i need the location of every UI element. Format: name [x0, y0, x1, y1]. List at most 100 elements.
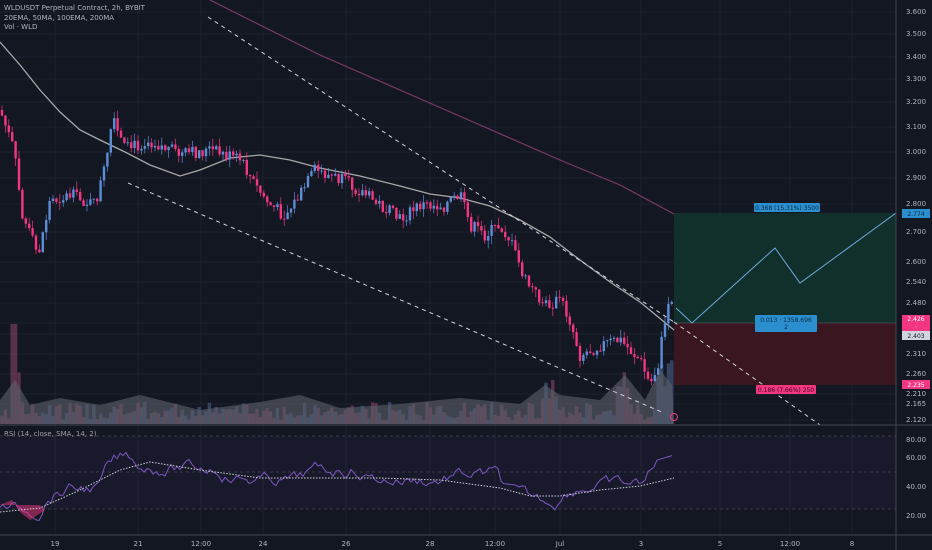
- candle-body: [429, 202, 432, 209]
- stop-price-tag: [902, 380, 930, 389]
- candle-body: [371, 191, 374, 200]
- candle-body: [289, 208, 293, 213]
- upper-trend-line-extension[interactable]: [673, 321, 821, 426]
- candle-body: [521, 262, 524, 277]
- time-tick: 21: [134, 540, 143, 548]
- candle-body: [368, 191, 371, 196]
- candle-body: [276, 204, 279, 208]
- candle-body: [449, 197, 452, 202]
- price-tick: 2.210: [906, 390, 926, 398]
- candle-body: [17, 158, 21, 190]
- candle-body: [568, 316, 571, 325]
- candle-body: [41, 232, 44, 253]
- current-price: 2.426: [907, 316, 924, 323]
- candle-body: [575, 332, 578, 346]
- alert-marker-icon[interactable]: [670, 413, 678, 421]
- candle-body: [150, 142, 153, 148]
- candle-body: [374, 199, 378, 204]
- volume-bar: [10, 324, 14, 424]
- candle-body: [347, 176, 350, 178]
- candle-body: [143, 146, 146, 149]
- price-tick: 3.100: [906, 123, 926, 131]
- candle-body: [626, 343, 629, 348]
- candle-body: [466, 202, 469, 218]
- candle-body: [194, 146, 197, 158]
- price-tick: 3.300: [906, 75, 926, 83]
- candle-body: [381, 200, 384, 212]
- candle-body: [446, 201, 449, 212]
- candle-body: [92, 198, 95, 200]
- candle-body: [147, 142, 150, 147]
- entry-price: 2.403: [907, 333, 924, 340]
- candle-body: [323, 170, 327, 178]
- price-tick: 2.120: [906, 416, 926, 424]
- lower-trend-line[interactable]: [127, 182, 665, 414]
- current-price-tag: [902, 315, 930, 331]
- price-tick: 3.000: [906, 148, 926, 156]
- time-tick: 8: [850, 540, 854, 548]
- price-tick: 3.600: [906, 8, 926, 16]
- target-label-box: [754, 203, 820, 212]
- candle-body: [405, 220, 408, 222]
- candle-body: [266, 196, 269, 203]
- candle-body: [45, 219, 48, 233]
- price-tick: 2.310: [906, 350, 926, 358]
- time-tick: Jul: [555, 540, 565, 548]
- candle-body: [24, 218, 27, 224]
- candle-body: [269, 202, 272, 206]
- candle-body: [459, 192, 463, 200]
- candle-body: [174, 144, 177, 149]
- candle-body: [395, 207, 398, 219]
- candle-body: [670, 302, 673, 304]
- candle-body: [636, 356, 639, 359]
- candle-body: [612, 337, 616, 339]
- price-tick: 3.400: [906, 53, 926, 61]
- price-tick: 2.165: [906, 400, 926, 408]
- upper-trend-line[interactable]: [207, 16, 675, 323]
- rsi-tick: 60.00: [906, 454, 926, 462]
- target-price-tag: [902, 209, 930, 218]
- candle-body: [58, 201, 61, 203]
- candle-body: [153, 146, 157, 148]
- candle-body: [667, 303, 670, 324]
- entry-price-tag: [902, 331, 930, 340]
- rsi-band: [0, 436, 896, 509]
- candle-body: [555, 296, 558, 309]
- candle-body: [534, 287, 537, 290]
- candle-body: [561, 297, 565, 301]
- candle-body: [4, 115, 7, 126]
- stop-label: 0.186 (7.66%) 250: [758, 387, 814, 394]
- time-axis[interactable]: 19 21 12:00 24 26 28 12:00 Jul 3 5 12:00 8: [51, 540, 855, 548]
- candle-body: [14, 141, 17, 159]
- candle-body: [538, 289, 541, 303]
- candle-body: [89, 199, 92, 205]
- candle-body: [286, 212, 289, 220]
- candle-body: [351, 177, 354, 190]
- symbol-legend[interactable]: WLDUSDT Perpetual Contract, 2h, BYBIT: [4, 4, 145, 12]
- time-tick: 12:00: [485, 540, 505, 548]
- rsi-legend[interactable]: RSI (14, close, SMA, 14, 2): [4, 430, 97, 438]
- candle-body: [303, 187, 306, 189]
- volume-legend[interactable]: Vol · WLD: [4, 23, 38, 31]
- candle-body: [320, 170, 323, 172]
- projection-path[interactable]: [675, 212, 897, 324]
- candle-body: [425, 202, 429, 204]
- candle-body: [293, 199, 296, 209]
- candle-body: [548, 300, 551, 308]
- rsi-line: [0, 451, 673, 522]
- target-price: 2.774: [907, 211, 924, 218]
- candle-body: [85, 204, 89, 206]
- candle-body: [136, 140, 140, 151]
- candle-body: [249, 174, 252, 177]
- candlesticks: [0, 105, 673, 386]
- rsi-tick: 80.00: [906, 436, 926, 444]
- candle-body: [259, 185, 262, 193]
- candle-body: [204, 148, 208, 157]
- candle-body: [218, 146, 221, 155]
- candle-body: [130, 142, 133, 149]
- candle-body: [211, 146, 214, 150]
- candle-body: [113, 118, 116, 130]
- time-tick: 3: [639, 540, 643, 548]
- indicators-legend[interactable]: 20EMA, 50MA, 100EMA, 200MA: [4, 14, 115, 22]
